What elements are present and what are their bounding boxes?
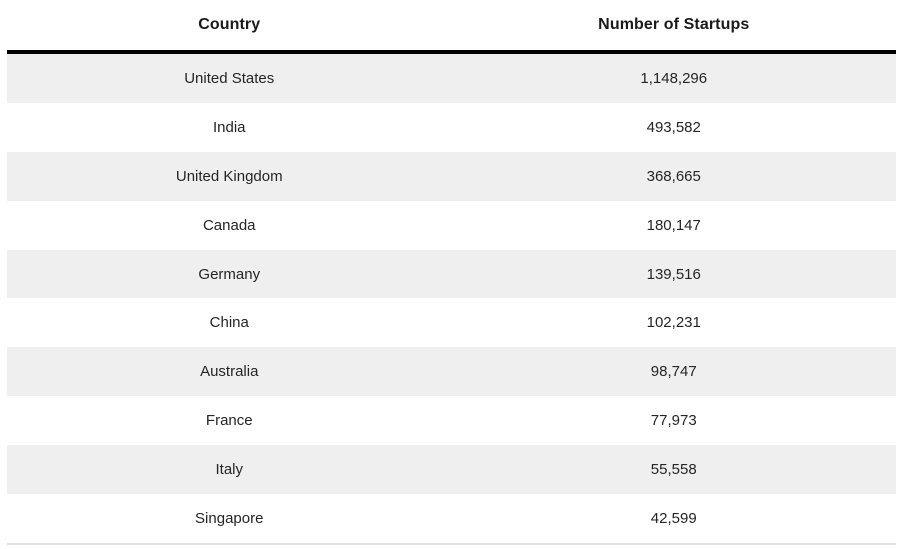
table-row[interactable]: China 102,231 (7, 298, 896, 348)
country-cell: Singapore (195, 509, 264, 527)
table-bottom-border (7, 542, 896, 545)
table-body: United States 1,148,296 India 493,582 Un… (7, 54, 896, 543)
table-row[interactable]: India 493,582 (7, 102, 896, 152)
country-cell: Italy (215, 461, 243, 479)
country-cell: India (212, 118, 246, 136)
startups-cell: 368,665 (646, 167, 701, 185)
startups-cell: 77,973 (650, 412, 697, 430)
table-row[interactable]: Germany 139,516 (7, 249, 896, 299)
country-cell: China (209, 314, 249, 332)
startups-cell: 55,558 (650, 461, 697, 479)
country-cell: United States (184, 69, 275, 87)
table-header-row: Country Number of Startups (7, 0, 896, 54)
table-row[interactable]: Australia 98,747 (7, 347, 896, 397)
column-header-startups[interactable]: Number of Startups (598, 16, 750, 33)
country-cell: Germany (198, 265, 261, 283)
startups-cell: 98,747 (650, 363, 697, 381)
table-row[interactable]: United Kingdom 368,665 (7, 151, 896, 201)
country-cell: Canada (202, 216, 256, 234)
startups-cell: 102,231 (646, 314, 701, 332)
country-cell: United Kingdom (175, 167, 283, 185)
startups-cell: 493,582 (646, 118, 701, 136)
country-cell: Australia (200, 363, 259, 381)
country-cell: France (205, 412, 253, 430)
startups-cell: 180,147 (646, 216, 701, 234)
table-row[interactable]: France 77,973 (7, 396, 896, 446)
column-header-country[interactable]: Country (198, 16, 261, 33)
table-row[interactable]: United States 1,148,296 (7, 54, 896, 103)
startups-cell: 139,516 (646, 265, 701, 283)
startups-table: Country Number of Startups United States… (7, 0, 896, 545)
startups-cell: 1,148,296 (640, 69, 708, 87)
startups-cell: 42,599 (650, 509, 697, 527)
table-row[interactable]: Canada 180,147 (7, 200, 896, 250)
table-row[interactable]: Italy 55,558 (7, 445, 896, 495)
table-row[interactable]: Singapore 42,599 (7, 494, 896, 543)
